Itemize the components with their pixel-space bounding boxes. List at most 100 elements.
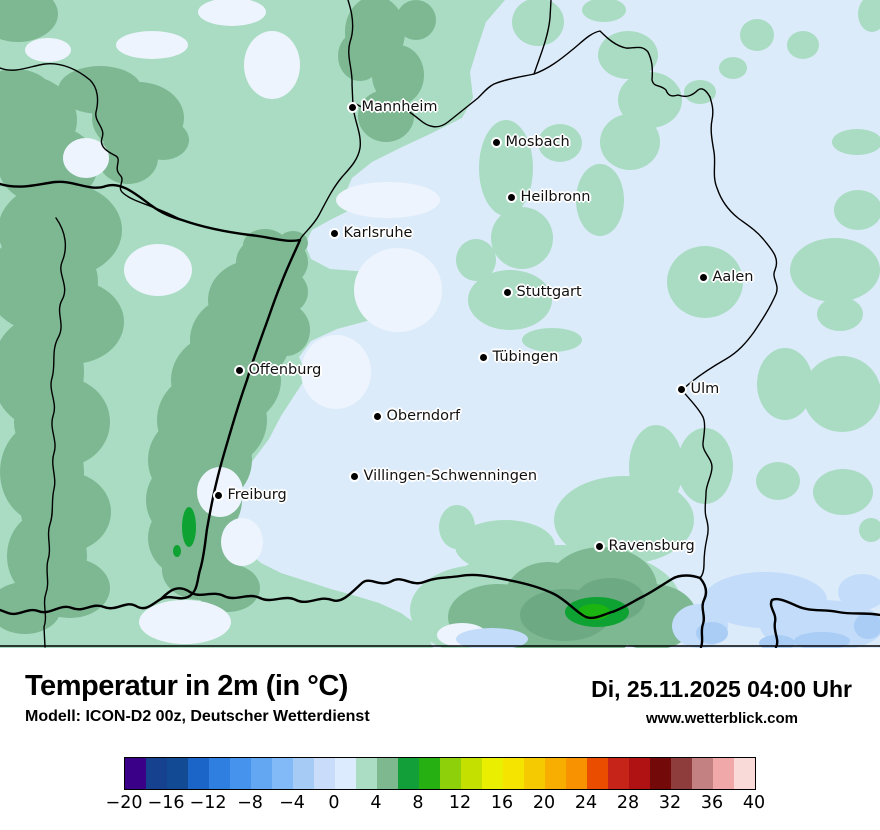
colorbar-tick-16: 16: [490, 793, 514, 813]
border-lines: [0, 0, 880, 648]
city-dot-aalen: [699, 273, 707, 281]
colorbar-cell-4: [377, 758, 398, 789]
colorbar-cell--10: [230, 758, 251, 789]
city-dot-ulm: [677, 385, 685, 393]
colorbar-tick-4: 4: [370, 793, 382, 813]
colorbar-tick-minus20: −20: [105, 793, 143, 813]
temp-region-pale-patches: [25, 0, 487, 647]
datetime-label: Di, 25.11.2025 04:00 Uhr: [591, 676, 852, 702]
city-label-t-bingen: Tübingen: [492, 349, 559, 365]
colorbar-cell-10: [440, 758, 461, 789]
city-label-mannheim: Mannheim: [361, 99, 438, 115]
colorbar-cell-34: [692, 758, 713, 789]
colorbar-tick-24: 24: [574, 793, 598, 813]
colorbar-cell--4: [293, 758, 314, 789]
border-austria-west: [698, 576, 708, 648]
colorbar-cell-2: [356, 758, 377, 789]
model-line: Modell: ICON-D2 00z, Deutscher Wetterdie…: [25, 708, 370, 725]
colorbar-tick-0: 0: [328, 793, 340, 813]
colorbar-tick-minus16: −16: [147, 793, 185, 813]
city-marker-ravensburg: Ravensburg: [595, 538, 695, 554]
city-marker-mannheim: Mannheim: [348, 99, 438, 115]
city-label-ravensburg: Ravensburg: [608, 538, 695, 554]
city-label-karlsruhe: Karlsruhe: [343, 225, 413, 241]
colorbar-cell--20: [125, 758, 146, 789]
city-label-villingen-schwenningen: Villingen-Schwenningen: [363, 468, 538, 484]
city-dot-villingen-schwenningen: [350, 472, 358, 480]
city-marker-oberndorf: Oberndorf: [373, 408, 461, 424]
border-switzerland: [159, 573, 702, 620]
colorbar-tick-labels: −20 −16 −12 −8 −4 0 4 8 12 16 20 24 28 32 36 40: [106, 793, 766, 815]
city-marker-stuttgart: Stuttgart: [503, 284, 582, 300]
city-dot-stuttgart: [503, 288, 511, 296]
border-france: [0, 180, 302, 616]
city-label-aalen: Aalen: [712, 269, 754, 285]
colorbar-tick-minus4: −4: [279, 793, 305, 813]
city-dot-t-bingen: [479, 353, 487, 361]
page-title: Temperatur in 2m (in °C): [25, 670, 348, 702]
city-dot-ravensburg: [595, 542, 603, 550]
colorbar-cell-24: [587, 758, 608, 789]
city-label-oberndorf: Oberndorf: [386, 408, 461, 424]
colorbar-cell-20: [545, 758, 566, 789]
colorbar-tick-8: 8: [412, 793, 424, 813]
colorbar-cell-18: [524, 758, 545, 789]
colorbar-tick-minus8: −8: [237, 793, 263, 813]
colorbar-tick-40: 40: [742, 793, 766, 813]
border-bavaria-north: [533, 30, 711, 98]
border-bavaria-south: [681, 96, 778, 579]
city-marker-t-bingen: Tübingen: [479, 349, 559, 365]
footer: Temperatur in 2m (in °C) Modell: ICON-D2…: [0, 648, 880, 830]
temp-region-cold-blue: [456, 572, 880, 648]
border-french-interior: [43, 217, 67, 648]
colorbar-cell-26: [608, 758, 629, 789]
city-marker-villingen-schwenningen: Villingen-Schwenningen: [350, 468, 538, 484]
border-rhine-north: [299, 0, 362, 241]
city-dot-freiburg: [214, 491, 222, 499]
temperature-map: Mannheim Mosbach Heilbronn Karlsruhe Stuttga…: [0, 0, 880, 648]
colorbar-cell-28: [629, 758, 650, 789]
colorbar-cell-12: [461, 758, 482, 789]
city-label-ulm: Ulm: [690, 381, 720, 397]
city-marker-aalen: Aalen: [699, 269, 754, 285]
colorbar-cell-16: [503, 758, 524, 789]
city-label-stuttgart: Stuttgart: [516, 284, 582, 300]
colorbar-cell-38: [734, 758, 755, 789]
colorbar-tick-12: 12: [448, 793, 472, 813]
city-dot-heilbronn: [507, 193, 515, 201]
colorbar-cell-30: [650, 758, 671, 789]
city-label-mosbach: Mosbach: [505, 134, 570, 150]
city-dot-offenburg: [235, 366, 243, 374]
colorbar-cell--18: [146, 758, 167, 789]
city-marker-offenburg: Offenburg: [235, 362, 322, 378]
city-label-offenburg: Offenburg: [248, 362, 322, 378]
border-hesse: [355, 73, 535, 128]
temperature-colorbar: [124, 757, 756, 790]
border-austria-east: [769, 597, 880, 648]
city-marker-mosbach: Mosbach: [492, 134, 570, 150]
colorbar-cell-36: [713, 758, 734, 789]
colorbar-tick-28: 28: [616, 793, 640, 813]
website-label: www.wetterblick.com: [646, 710, 798, 727]
border-northwest: [0, 63, 183, 221]
colorbar-tick-32: 32: [658, 793, 682, 813]
city-dot-mosbach: [492, 138, 500, 146]
city-marker-karlsruhe: Karlsruhe: [330, 225, 413, 241]
colorbar-cell--8: [251, 758, 272, 789]
border-hesse-top: [533, 0, 552, 75]
colorbar-cell--2: [314, 758, 335, 789]
colorbar-cell--16: [167, 758, 188, 789]
weather-map-svg: [0, 0, 880, 648]
colorbar-cell--12: [209, 758, 230, 789]
city-marker-heilbronn: Heilbronn: [507, 189, 591, 205]
colorbar-cell-8: [419, 758, 440, 789]
city-label-heilbronn: Heilbronn: [520, 189, 591, 205]
colorbar-cell-6: [398, 758, 419, 789]
colorbar-tick-20: 20: [532, 793, 556, 813]
city-marker-freiburg: Freiburg: [214, 487, 287, 503]
city-dot-karlsruhe: [330, 229, 338, 237]
city-label-freiburg: Freiburg: [227, 487, 287, 503]
colorbar-cell-0: [335, 758, 356, 789]
city-dot-oberndorf: [373, 412, 381, 420]
